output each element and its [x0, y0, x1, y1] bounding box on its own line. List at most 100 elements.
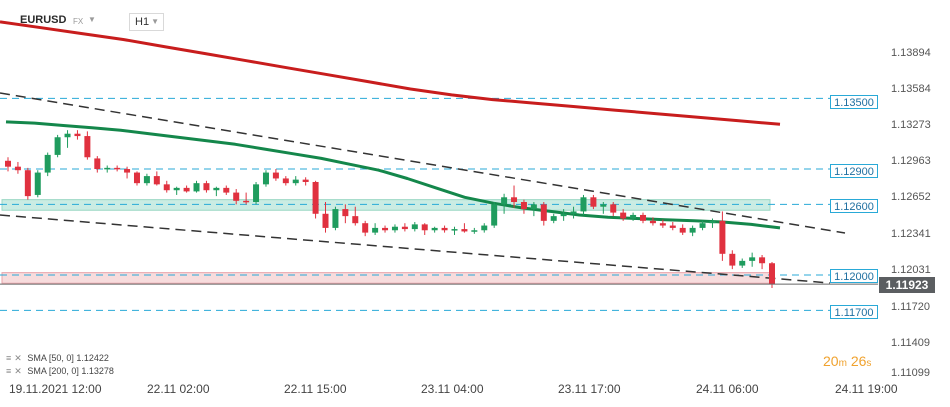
- candle-bull: [431, 227, 438, 231]
- candle-bull: [699, 223, 706, 228]
- y-tick-label: 1.11720: [891, 301, 930, 313]
- close-icon[interactable]: ✕: [14, 353, 22, 363]
- candle-bear: [163, 184, 170, 191]
- candle-bull: [630, 214, 637, 219]
- candle-bear: [114, 167, 121, 170]
- price-zone: [1, 272, 771, 284]
- level-label[interactable]: 1.12000: [830, 269, 878, 283]
- x-tick-label: 23.11 17:00: [558, 382, 621, 396]
- candle-bull: [213, 187, 220, 191]
- timer-seconds: 26: [850, 353, 867, 369]
- candle-bull: [689, 227, 696, 233]
- candle-countdown: 20m 26s: [823, 353, 871, 369]
- candle-bear: [769, 263, 775, 285]
- candle-bull: [411, 224, 418, 230]
- indicator-params: [200, 0]: [48, 366, 79, 376]
- timeframe-select[interactable]: H1 ▼: [129, 13, 164, 31]
- settings-icon[interactable]: ≡: [6, 353, 12, 363]
- candle-bear: [441, 227, 448, 231]
- candle-bull: [173, 187, 180, 191]
- candle-bull: [600, 204, 607, 207]
- level-label[interactable]: 1.11700: [830, 305, 878, 319]
- candle-bear: [84, 136, 91, 158]
- candle-bull: [501, 197, 508, 205]
- candle-bear: [461, 229, 468, 232]
- indicator-value: 1.12422: [76, 353, 109, 363]
- candle-bull: [749, 257, 756, 261]
- symbol-dropdown-icon[interactable]: ▼: [88, 15, 96, 24]
- candle-bull: [491, 204, 498, 226]
- indicator-name: SMA: [27, 366, 47, 376]
- candle-bear: [362, 223, 369, 233]
- candle-bear: [203, 183, 210, 191]
- candle-bear: [649, 220, 656, 224]
- candle-bear: [620, 212, 627, 219]
- level-label[interactable]: 1.12600: [830, 199, 878, 213]
- candle-bear: [322, 213, 329, 228]
- candle-bear: [133, 172, 140, 184]
- price-zone: [1, 199, 771, 211]
- level-label[interactable]: 1.13500: [830, 95, 878, 109]
- candle-bull: [44, 154, 51, 173]
- sma200-line: [0, 20, 781, 126]
- candle-bull: [530, 204, 537, 210]
- candle-bear: [342, 209, 349, 217]
- candle-bear: [233, 192, 240, 201]
- x-tick-label: 24.11 19:00: [835, 382, 898, 396]
- candle-bear: [223, 187, 230, 193]
- candle-bear: [382, 227, 389, 231]
- indicator-name: SMA: [27, 353, 47, 363]
- y-tick-label: 1.13894: [891, 47, 931, 59]
- indicator-params: [50, 0]: [48, 353, 74, 363]
- y-tick-label: 1.13584: [891, 83, 931, 95]
- candle-bear: [312, 181, 319, 214]
- candle-bear: [540, 204, 547, 221]
- candle-bull: [451, 229, 458, 231]
- timer-seconds-unit: s: [866, 358, 872, 369]
- candle-bear: [520, 202, 527, 210]
- candle-bear: [14, 166, 21, 171]
- indicator-legend-sma50[interactable]: ≡ ✕ SMA [50, 0] 1.12422: [6, 353, 109, 364]
- candle-bull: [253, 184, 260, 203]
- candle-bull: [64, 133, 71, 138]
- x-tick-label: 22.11 02:00: [147, 382, 210, 396]
- candle-bear: [669, 225, 676, 228]
- candle-bull: [471, 230, 478, 232]
- candle-bear: [183, 187, 190, 192]
- candle-bear: [640, 214, 647, 221]
- candle-bear: [272, 172, 279, 179]
- current-price-label: 1.11923: [879, 277, 935, 293]
- sma50-line: [5, 120, 781, 230]
- settings-icon[interactable]: ≡: [6, 366, 12, 376]
- candle-bull: [54, 137, 61, 155]
- trendline-upper: [0, 92, 846, 234]
- close-icon[interactable]: ✕: [14, 366, 22, 376]
- price-axis[interactable]: 1.13894 1.13584 1.13273 1.12963 1.12652 …: [878, 0, 950, 407]
- candle-bear: [74, 133, 81, 137]
- symbol-label[interactable]: EURUSD: [20, 14, 67, 26]
- level-label[interactable]: 1.12900: [830, 164, 878, 178]
- y-tick-label: 1.12341: [891, 228, 931, 240]
- indicator-legend-sma200[interactable]: ≡ ✕ SMA [200, 0] 1.13278: [6, 366, 114, 377]
- candle-bull: [739, 260, 746, 266]
- candle-bull: [34, 172, 41, 195]
- candle-bear: [610, 204, 617, 213]
- x-tick-label: 24.11 06:00: [696, 382, 759, 396]
- candle-bear: [759, 257, 766, 264]
- y-tick-label: 1.12652: [891, 191, 931, 203]
- candle-bear: [352, 216, 359, 224]
- candle-bull: [391, 226, 398, 231]
- candle-bull: [292, 179, 299, 184]
- x-tick-label: 19.11.2021 12:00: [9, 382, 102, 396]
- y-tick-label: 1.12031: [891, 264, 931, 276]
- candle-bear: [24, 170, 31, 197]
- candle-bull: [709, 220, 716, 224]
- candle-bear: [401, 226, 408, 230]
- indicator-value: 1.13278: [81, 366, 114, 376]
- candle-bull: [372, 227, 379, 233]
- candle-bear: [243, 200, 250, 203]
- candle-bull: [104, 167, 111, 170]
- candle-bear: [124, 169, 131, 173]
